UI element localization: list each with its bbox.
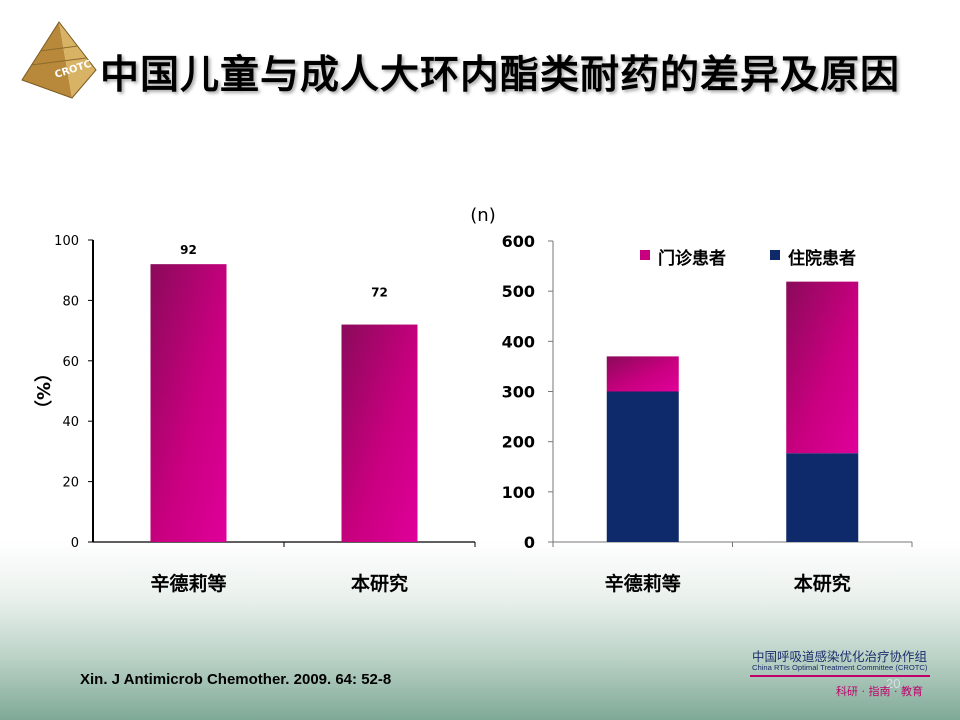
slide-title: 中国儿童与成人大环内酯类耐药的差异及原因 — [100, 53, 901, 98]
y-tick-label: 100 — [54, 234, 79, 249]
y-tick-label: 600 — [502, 232, 535, 251]
footer-org: 中国呼吸道感染优化治疗协作组 — [752, 649, 928, 664]
y-axis-label: (n) — [470, 205, 495, 226]
x-category-label: 本研究 — [794, 572, 851, 595]
chart-left-percent: 0 20 40 60 80 100 （%） 92 辛德莉等 72 本研究 — [34, 234, 476, 595]
x-category-label: 本研究 — [351, 572, 408, 595]
citation: Xin. J Antimicrob Chemother. 2009. 64: 5… — [80, 671, 392, 688]
y-tick-label: 20 — [62, 476, 79, 491]
legend-label: 门诊患者 — [658, 248, 726, 269]
footer-org-en: China RTIs Optimal Treatment Committee (… — [752, 663, 928, 672]
footer-divider — [750, 675, 930, 677]
data-label: 92 — [180, 243, 197, 257]
y-tick-label: 0 — [71, 536, 79, 551]
y-tick-label: 40 — [62, 415, 79, 430]
page-number: 20 — [886, 676, 901, 691]
y-tick-label: 100 — [502, 483, 535, 502]
y-tick-label: 400 — [502, 332, 535, 351]
bar — [341, 324, 418, 542]
crotc-logo: CROTC — [21, 21, 97, 99]
y-tick-label: 200 — [502, 433, 535, 452]
data-label: 72 — [371, 286, 388, 300]
legend-swatch — [640, 250, 650, 260]
y-tick-label: 500 — [502, 282, 535, 301]
bar-segment — [606, 356, 679, 392]
x-category-label: 辛德莉等 — [605, 572, 681, 595]
bar-segment — [786, 453, 859, 542]
y-tick-label: 60 — [62, 355, 79, 370]
legend-swatch — [770, 250, 780, 260]
bar-segment — [606, 391, 679, 542]
y-axis-label: （%） — [34, 364, 55, 418]
y-tick-label: 0 — [524, 533, 535, 552]
bar-segment — [786, 281, 859, 454]
footer-motto: 科研 · 指南 · 教育 — [836, 685, 923, 698]
y-tick-label: 80 — [62, 294, 79, 309]
bar — [150, 264, 227, 542]
y-tick-label: 300 — [502, 383, 535, 402]
legend-label: 住院患者 — [788, 248, 856, 269]
chart-right-count: 0 100 200 300 400 500 600 (n) 辛德莉等 本研究 门诊患者 住院患者 — [470, 205, 913, 595]
x-category-label: 辛德莉等 — [150, 572, 226, 595]
